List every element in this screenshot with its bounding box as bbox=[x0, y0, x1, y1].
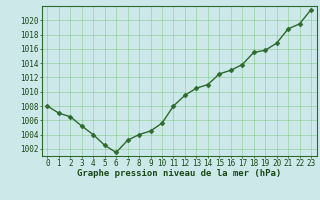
X-axis label: Graphe pression niveau de la mer (hPa): Graphe pression niveau de la mer (hPa) bbox=[77, 169, 281, 178]
